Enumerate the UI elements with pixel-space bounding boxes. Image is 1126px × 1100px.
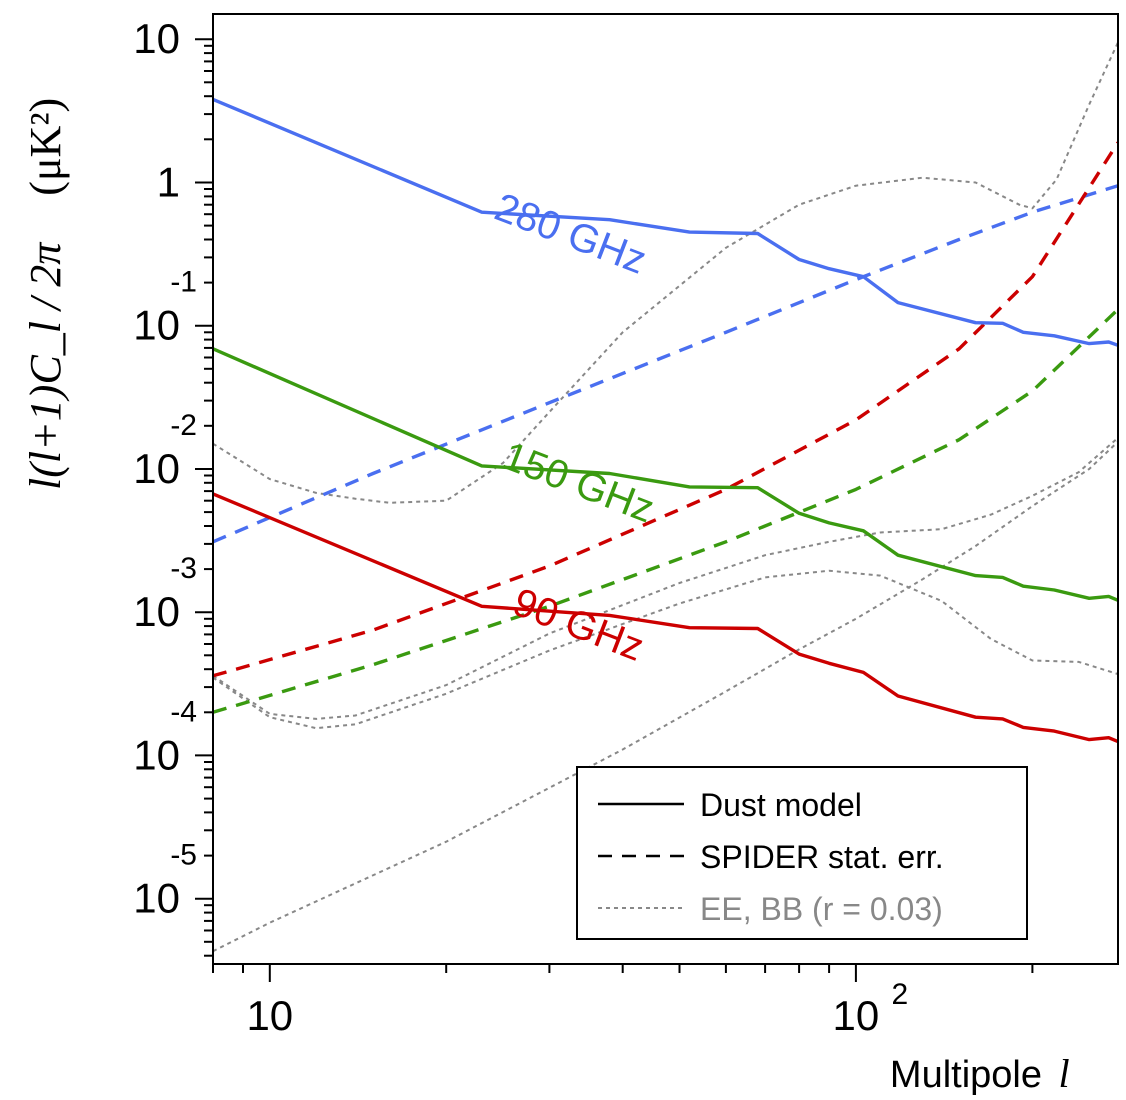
y-tick-exponent: -5 — [170, 839, 197, 872]
legend-entries: Dust model SPIDER stat. err. EE, BB (r = 0… — [598, 787, 944, 927]
90-ghz-dust-line — [213, 492, 1118, 744]
plot-frame — [212, 13, 1119, 965]
x-axis-symbol: l — [1058, 1051, 1069, 1096]
bb-lensing-theory-line — [213, 440, 1118, 953]
legend-entry: Dust model — [598, 787, 862, 823]
y-tick-base: 10 — [133, 302, 180, 349]
legend-box — [576, 766, 1028, 940]
y-tick-label: 10-1 — [133, 266, 197, 349]
y-tick-base: 1 — [157, 159, 180, 206]
ee-r-0-03-theory-line — [213, 41, 1118, 504]
legend-label: EE, BB (r = 0.03) — [700, 891, 943, 927]
y-axis-label: l(l+1)C_l / 2π — [21, 241, 70, 490]
legend-entry: EE, BB (r = 0.03) — [598, 891, 943, 927]
y-tick-base: 10 — [133, 731, 180, 778]
y-tick-label: 10-2 — [133, 409, 197, 492]
x-tick-exponent: 2 — [892, 978, 909, 1011]
x-tick-base: 10 — [833, 992, 880, 1039]
x-tick-label: 10 — [246, 992, 293, 1039]
y-tick-exponent: -4 — [170, 695, 197, 728]
legend: Dust model SPIDER stat. err. EE, BB (r = 0… — [576, 766, 1028, 940]
x-axis-label: Multipole — [890, 1054, 1042, 1096]
y-tick-label: 10-4 — [133, 695, 197, 778]
280-ghz-stat-err-line — [213, 184, 1118, 544]
y-tick-label: 10 — [133, 15, 180, 62]
y-tick-exponent: -1 — [170, 266, 197, 299]
y-tick-label: 10-5 — [133, 839, 197, 922]
x-tick-label: 10 2 — [833, 978, 909, 1039]
y-axis-units: (μK²) — [21, 98, 70, 196]
y-tick-base: 10 — [133, 588, 180, 635]
y-tick-base: 10 — [133, 875, 180, 922]
90-ghz-stat-err-line — [213, 141, 1118, 678]
y-tick-exponent: -2 — [170, 409, 197, 442]
y-tick-exponent: -3 — [170, 552, 197, 585]
legend-label: Dust model — [700, 787, 862, 823]
x-axis-title: Multipole l — [890, 1051, 1070, 1096]
x-tick-base: 10 — [246, 992, 293, 1039]
legend-entry: SPIDER stat. err. — [598, 839, 944, 875]
svg-text:l(l+1)C_l / 2π (μK²): l(l+1)C_l / 2π (μK²) — [21, 98, 70, 490]
280-ghz-dust-line — [213, 97, 1118, 347]
y-tick-label: 10-3 — [133, 552, 197, 635]
series-layer — [213, 41, 1118, 953]
y-tick-base: 10 — [133, 445, 180, 492]
y-axis-title: l(l+1)C_l / 2π (μK²) — [21, 98, 70, 490]
axis-ticks — [195, 38, 1034, 982]
y-tick-label: 1 — [157, 159, 180, 206]
y-tick-base: 10 — [133, 15, 180, 62]
150-ghz-stat-err-line — [213, 308, 1118, 714]
bb-r-0-03-theory-line — [213, 569, 1118, 730]
150-ghz-dust-line — [213, 347, 1118, 602]
legend-label: SPIDER stat. err. — [700, 839, 944, 875]
bb-r-0-03-lensing-theory-line — [213, 437, 1118, 720]
